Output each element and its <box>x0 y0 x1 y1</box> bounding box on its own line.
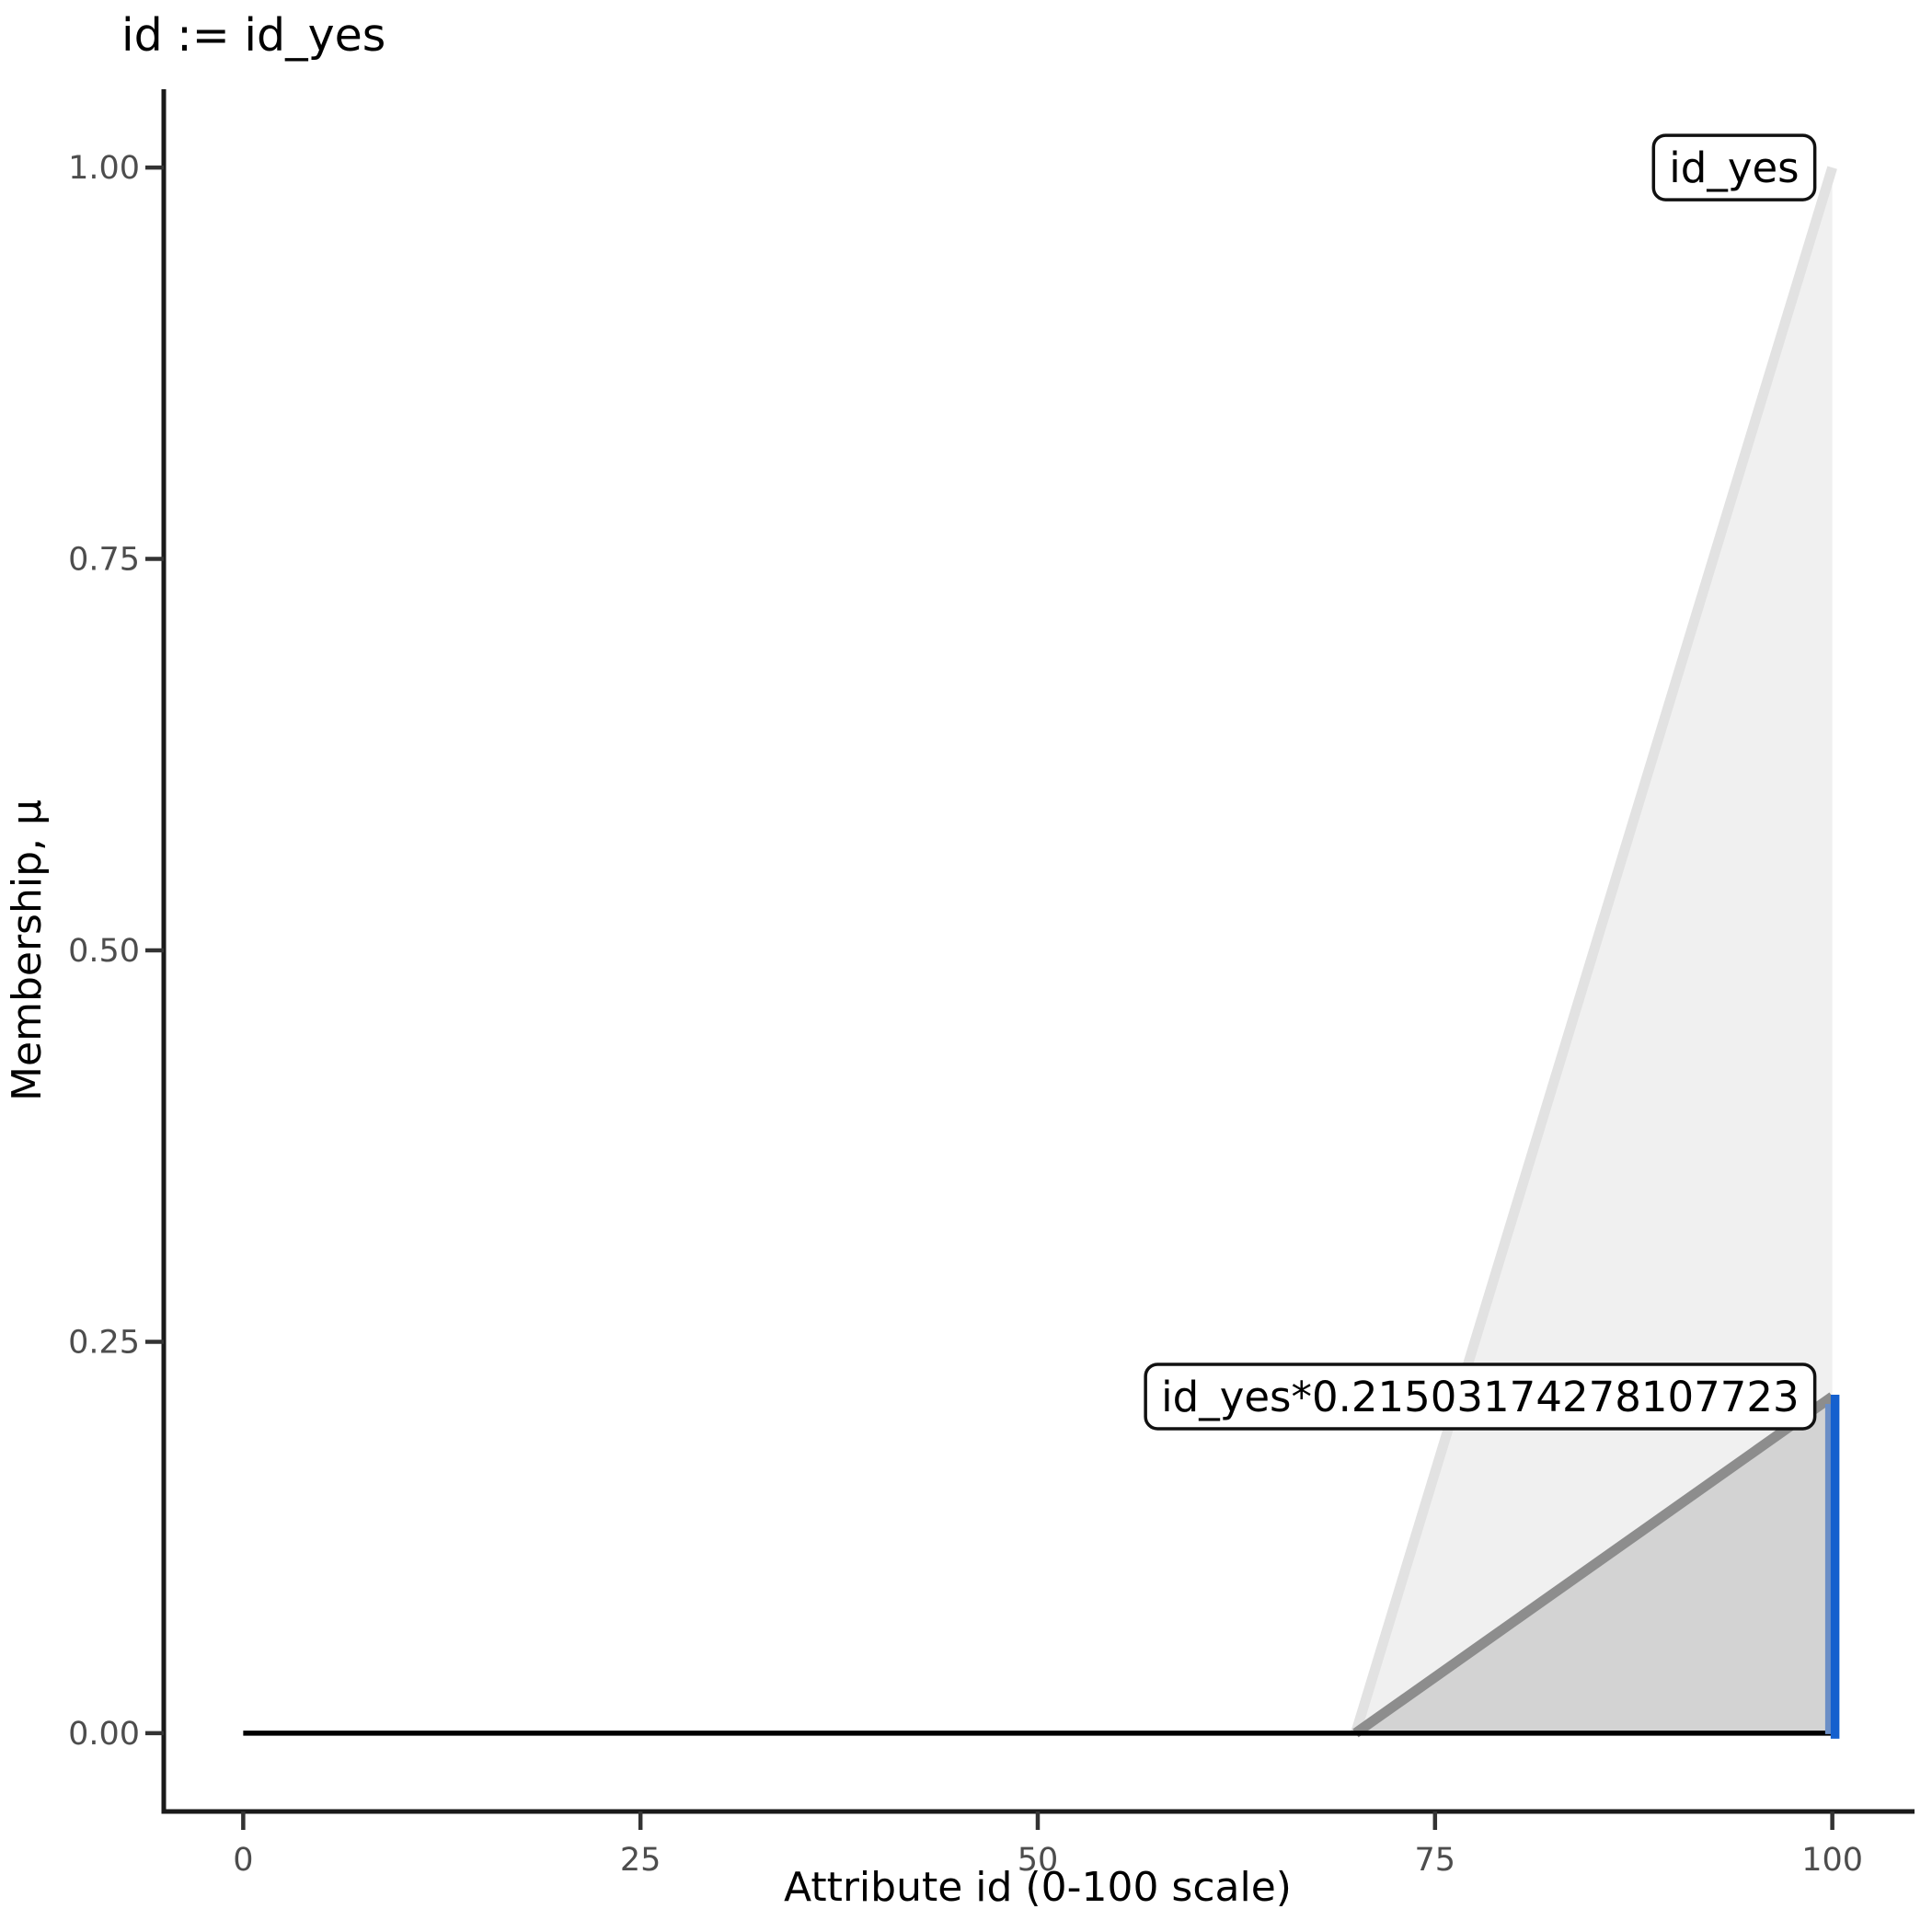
series-label-text: id_yes <box>1669 144 1799 192</box>
series-label-box <box>1144 1363 1817 1431</box>
y-tick-label: 0.25 <box>68 1324 140 1361</box>
y-tick-label: 0.50 <box>68 933 140 970</box>
series-label-box <box>1651 133 1817 201</box>
x-tick-label: 100 <box>1801 1842 1863 1879</box>
chart-title: id := id_yes <box>121 9 386 62</box>
y-tick-label: 1.00 <box>68 150 140 187</box>
y-tick-label: 0.75 <box>68 542 140 579</box>
scaled-membership-area <box>243 1397 1833 1733</box>
y-tick-label: 0.00 <box>68 1716 140 1753</box>
series-label-text: id_yes*0.21503174278107723 <box>1161 1373 1799 1421</box>
scaled-membership-ramp-line <box>1352 1392 1835 1738</box>
x-tick-label: 0 <box>233 1842 253 1879</box>
x-tick-label: 25 <box>620 1842 661 1879</box>
x-tick-label: 50 <box>1018 1842 1059 1879</box>
full-membership-ramp-line <box>1351 166 1837 1735</box>
y-axis-title: Membership, μ <box>4 799 51 1101</box>
x-axis-title: Attribute id (0-100 scale) <box>784 1864 1292 1911</box>
x-tick-label: 75 <box>1415 1842 1456 1879</box>
